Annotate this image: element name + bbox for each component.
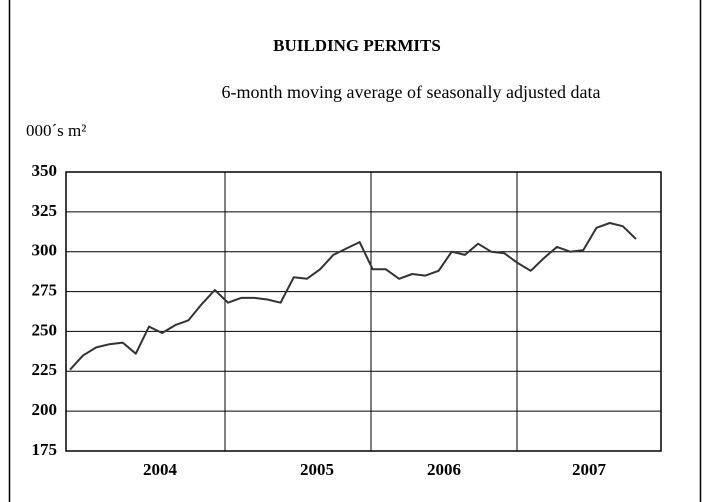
x-tick-label: 2006 bbox=[427, 460, 461, 479]
plot-border bbox=[65, 171, 662, 452]
y-tick-label: 275 bbox=[32, 280, 58, 299]
frame bbox=[8, 0, 702, 502]
x-tick-label: 2004 bbox=[143, 460, 178, 479]
y-tick-label: 250 bbox=[32, 320, 58, 339]
y-tick-label: 350 bbox=[32, 161, 58, 180]
data-line bbox=[69, 222, 637, 371]
y-tick-label: 325 bbox=[32, 201, 58, 220]
y-tick-label: 225 bbox=[32, 360, 58, 379]
y-axis-label: 000´s m² bbox=[26, 121, 86, 140]
x-tick-label: 2007 bbox=[572, 460, 607, 479]
year-grid bbox=[224, 172, 518, 451]
y-tick-label: 200 bbox=[32, 400, 58, 419]
y-tick-label: 300 bbox=[32, 241, 58, 260]
chart-subtitle: 6-month moving average of seasonally adj… bbox=[222, 82, 601, 102]
y-tick-label: 175 bbox=[32, 440, 58, 459]
chart-title: BUILDING PERMITS bbox=[273, 36, 441, 55]
x-tick-label: 2005 bbox=[300, 460, 334, 479]
